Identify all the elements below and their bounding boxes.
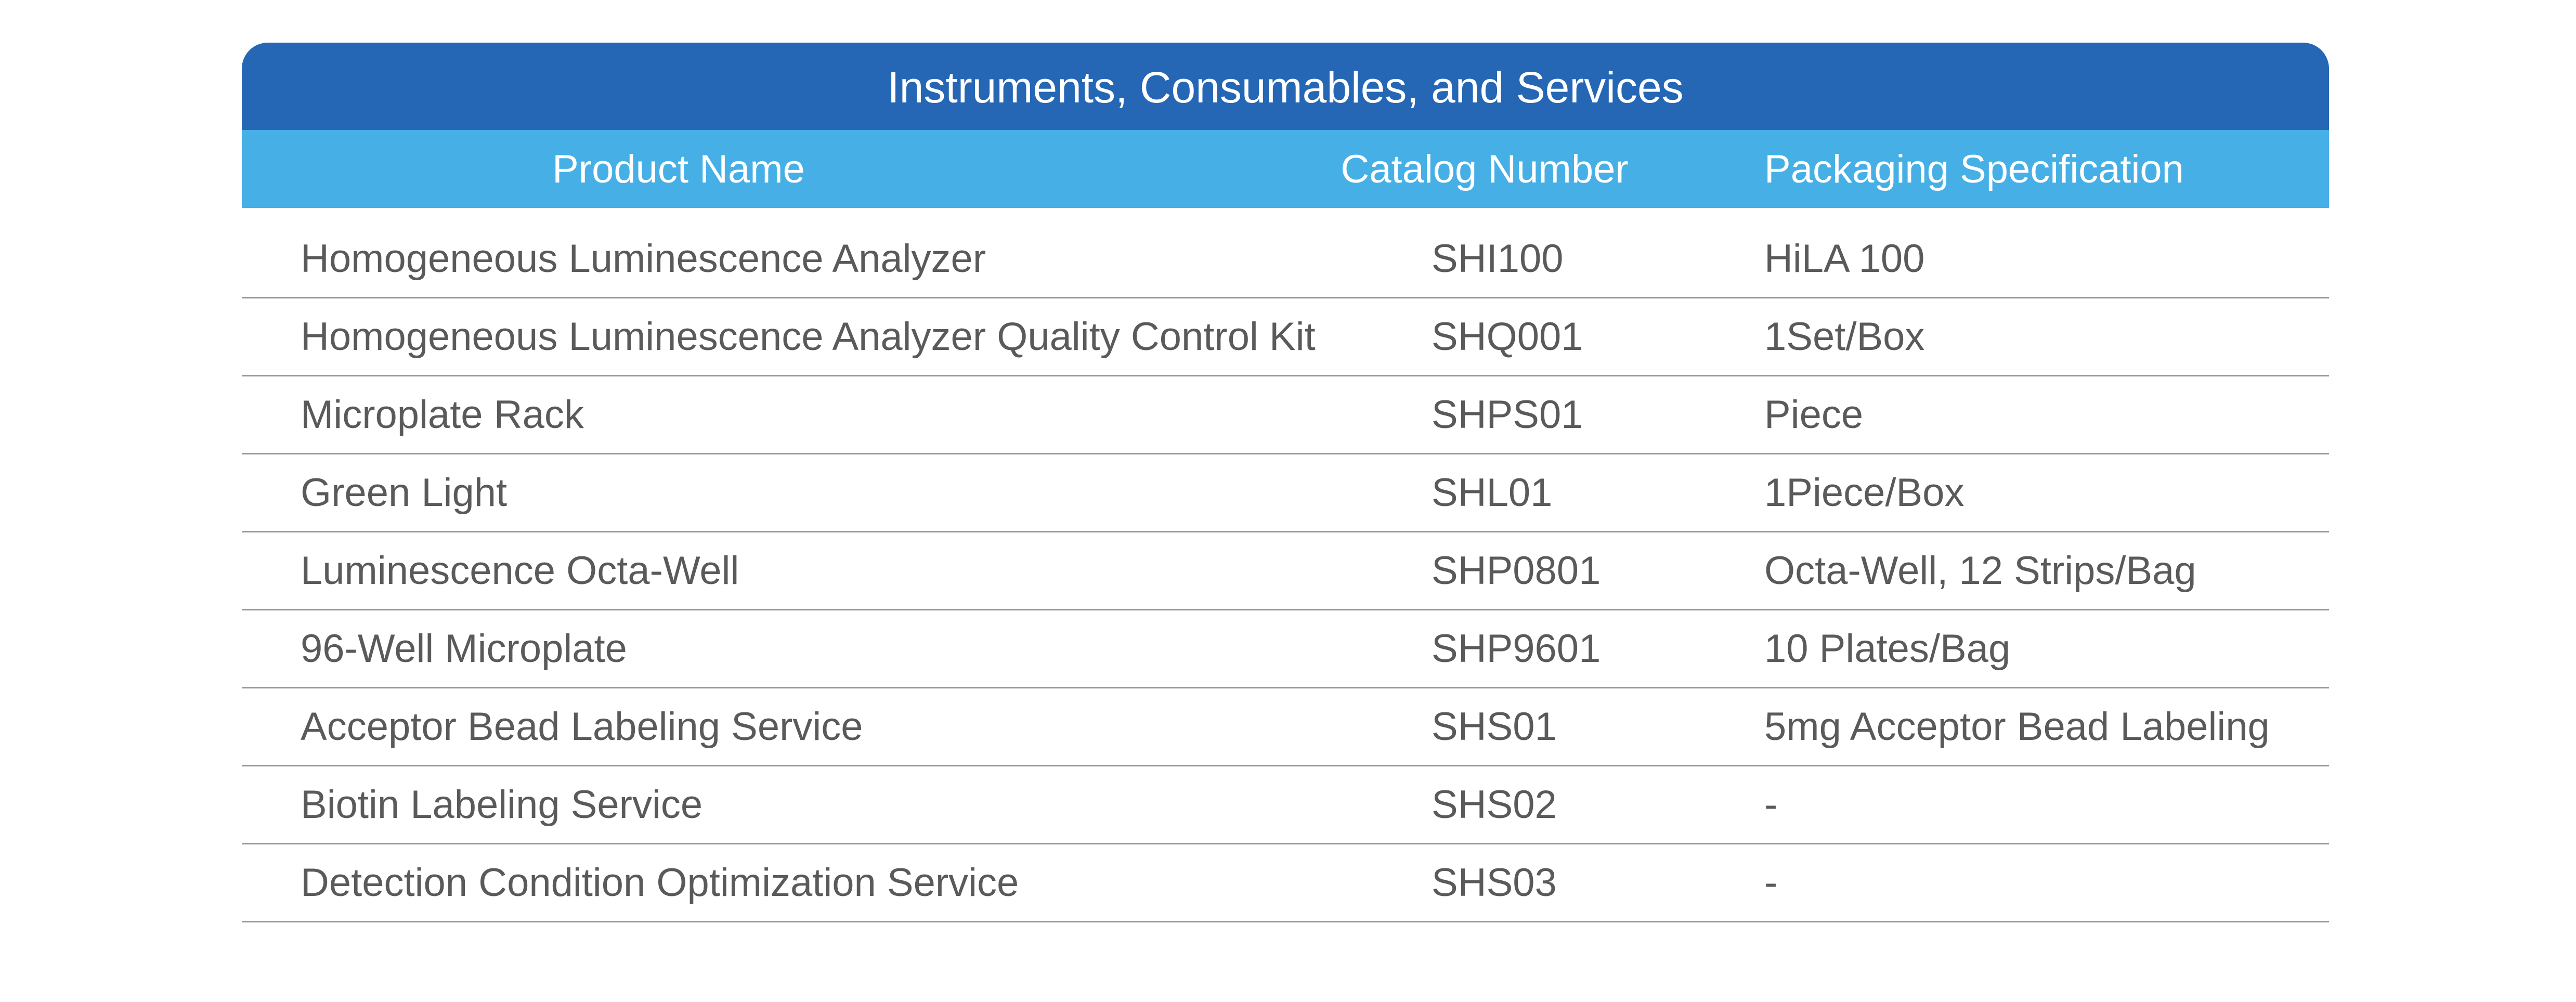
cell-catalog-number: SHPS01 bbox=[1432, 393, 1583, 437]
table-row: Biotin Labeling Service SHS02 - bbox=[242, 766, 2329, 844]
cell-catalog-number: SHS02 bbox=[1432, 783, 1557, 827]
table-row: Acceptor Bead Labeling Service SHS01 5mg… bbox=[242, 688, 2329, 766]
cell-catalog-number: SHI100 bbox=[1432, 237, 1564, 281]
table-row: Detection Condition Optimization Service… bbox=[242, 844, 2329, 922]
cell-product-name: 96-Well Microplate bbox=[301, 627, 627, 671]
header-catalog-number: Catalog Number bbox=[1341, 147, 1629, 191]
cell-catalog-number: SHL01 bbox=[1432, 471, 1553, 515]
table-title: Instruments, Consumables, and Services bbox=[242, 43, 2329, 130]
cell-catalog-number: SHP0801 bbox=[1432, 549, 1601, 593]
table-row: 96-Well Microplate SHP9601 10 Plates/Bag bbox=[242, 610, 2329, 688]
cell-packaging: - bbox=[1764, 861, 1778, 905]
cell-product-name: Acceptor Bead Labeling Service bbox=[301, 705, 863, 749]
product-table: Instruments, Consumables, and Services P… bbox=[242, 43, 2329, 922]
cell-packaging: 5mg Acceptor Bead Labeling bbox=[1764, 705, 2270, 749]
cell-catalog-number: SHS01 bbox=[1432, 705, 1557, 749]
cell-catalog-number: SHS03 bbox=[1432, 861, 1557, 905]
cell-packaging: 10 Plates/Bag bbox=[1764, 627, 2011, 671]
header-packaging-specification: Packaging Specification bbox=[1764, 147, 2184, 191]
cell-product-name: Green Light bbox=[301, 471, 508, 515]
table-row: Homogeneous Luminescence Analyzer Qualit… bbox=[242, 298, 2329, 376]
cell-product-name: Homogeneous Luminescence Analyzer bbox=[301, 237, 986, 281]
cell-product-name: Homogeneous Luminescence Analyzer Qualit… bbox=[301, 315, 1316, 359]
cell-packaging: Piece bbox=[1764, 393, 1864, 437]
cell-product-name: Microplate Rack bbox=[301, 393, 584, 437]
cell-catalog-number: SHP9601 bbox=[1432, 627, 1601, 671]
table-body: Homogeneous Luminescence Analyzer SHI100… bbox=[242, 220, 2329, 922]
table-header-row: Product Name Catalog Number Packaging Sp… bbox=[242, 130, 2329, 208]
cell-packaging: 1Piece/Box bbox=[1764, 471, 1964, 515]
cell-product-name: Biotin Labeling Service bbox=[301, 783, 703, 827]
cell-product-name: Luminescence Octa-Well bbox=[301, 549, 739, 593]
cell-packaging: Octa-Well, 12 Strips/Bag bbox=[1764, 549, 2196, 593]
table-row: Microplate Rack SHPS01 Piece bbox=[242, 376, 2329, 454]
table-row: Homogeneous Luminescence Analyzer SHI100… bbox=[242, 220, 2329, 298]
table-row: Green Light SHL01 1Piece/Box bbox=[242, 454, 2329, 532]
cell-packaging: - bbox=[1764, 783, 1778, 827]
cell-packaging: HiLA 100 bbox=[1764, 237, 1925, 281]
cell-packaging: 1Set/Box bbox=[1764, 315, 1925, 359]
header-product-name: Product Name bbox=[552, 147, 805, 191]
cell-product-name: Detection Condition Optimization Service bbox=[301, 861, 1019, 905]
cell-catalog-number: SHQ001 bbox=[1432, 315, 1583, 359]
table-row: Luminescence Octa-Well SHP0801 Octa-Well… bbox=[242, 532, 2329, 610]
